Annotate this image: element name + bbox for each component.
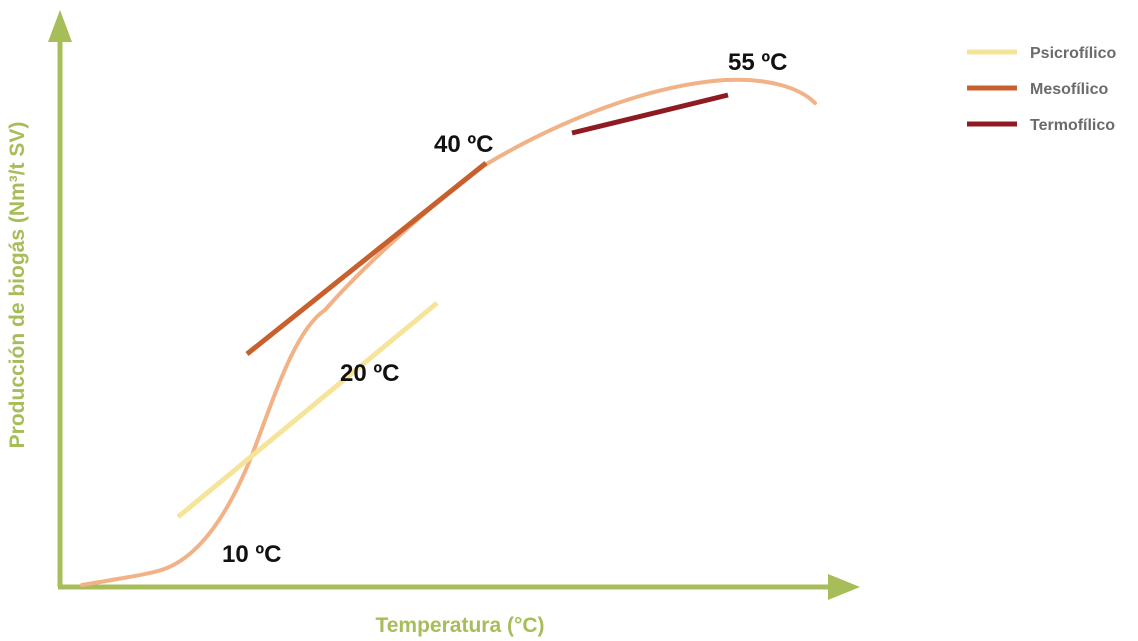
- y-axis-arrowhead: [48, 10, 72, 42]
- x-axis-title: Temperatura (°C): [375, 614, 544, 637]
- termofilico-trend-line: [571, 92, 729, 136]
- y-axis-title: Producción de biogás (Nm³/t SV): [6, 122, 29, 449]
- annotation-55c: 55 ºC: [728, 49, 787, 76]
- legend-label-mesofilico: Mesofílico: [1030, 81, 1108, 98]
- biogas-production-curve: [80, 77, 817, 587]
- psicrofilico-trend-line: [176, 301, 439, 519]
- annotation-20c: 20 ºC: [340, 360, 399, 387]
- legend-label-termofilico: Termofílico: [1030, 117, 1115, 134]
- mesofilico-trend-line: [245, 161, 488, 356]
- annotation-40c: 40 ºC: [434, 131, 493, 158]
- x-axis-arrowhead: [828, 574, 860, 600]
- annotation-10c: 10 ºC: [222, 541, 281, 568]
- legend: Psicrofílico Mesofílico Termofílico: [967, 45, 1116, 134]
- legend-label-psicrofilico: Psicrofílico: [1030, 45, 1116, 62]
